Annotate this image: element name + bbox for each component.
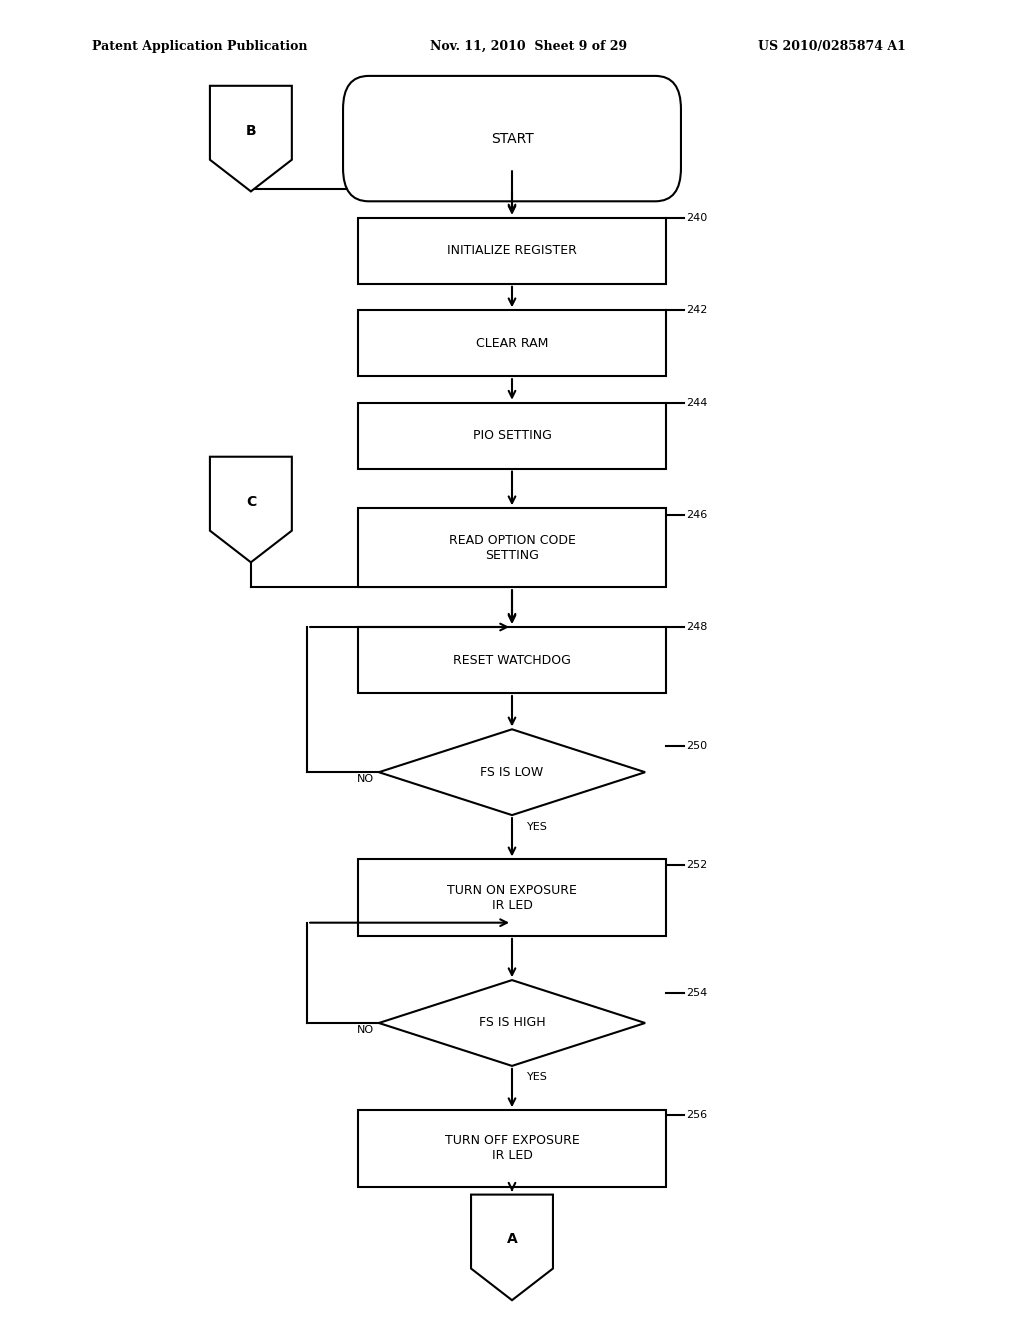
FancyBboxPatch shape — [358, 403, 666, 469]
Text: 246: 246 — [686, 510, 708, 520]
Polygon shape — [210, 86, 292, 191]
Text: READ OPTION CODE
SETTING: READ OPTION CODE SETTING — [449, 533, 575, 562]
Text: TURN OFF EXPOSURE
IR LED: TURN OFF EXPOSURE IR LED — [444, 1134, 580, 1163]
Text: Patent Application Publication: Patent Application Publication — [92, 40, 307, 53]
Text: 254: 254 — [686, 987, 708, 998]
Text: A: A — [507, 1233, 517, 1246]
Polygon shape — [379, 979, 645, 1067]
Text: 256: 256 — [686, 1110, 708, 1121]
Polygon shape — [210, 457, 292, 562]
Text: 244: 244 — [686, 397, 708, 408]
Text: 250: 250 — [686, 741, 708, 751]
Text: B: B — [246, 124, 256, 137]
FancyBboxPatch shape — [358, 508, 666, 587]
FancyBboxPatch shape — [358, 310, 666, 376]
Text: START: START — [490, 132, 534, 145]
FancyBboxPatch shape — [358, 627, 666, 693]
FancyBboxPatch shape — [343, 77, 681, 201]
Polygon shape — [379, 729, 645, 816]
Text: C: C — [246, 495, 256, 508]
Text: FS IS HIGH: FS IS HIGH — [478, 1016, 546, 1030]
Text: 248: 248 — [686, 622, 708, 632]
FancyBboxPatch shape — [358, 1110, 666, 1187]
FancyBboxPatch shape — [358, 218, 666, 284]
Text: 242: 242 — [686, 305, 708, 315]
Polygon shape — [471, 1195, 553, 1300]
Text: FS IS LOW: FS IS LOW — [480, 766, 544, 779]
Text: NO: NO — [356, 1024, 374, 1035]
Text: US 2010/0285874 A1: US 2010/0285874 A1 — [758, 40, 905, 53]
Text: 252: 252 — [686, 859, 708, 870]
Text: TURN ON EXPOSURE
IR LED: TURN ON EXPOSURE IR LED — [447, 883, 577, 912]
Text: RESET WATCHDOG: RESET WATCHDOG — [453, 653, 571, 667]
Text: Fig. 11: Fig. 11 — [475, 77, 549, 95]
Text: 240: 240 — [686, 213, 708, 223]
Text: CLEAR RAM: CLEAR RAM — [476, 337, 548, 350]
Text: Nov. 11, 2010  Sheet 9 of 29: Nov. 11, 2010 Sheet 9 of 29 — [430, 40, 628, 53]
Text: YES: YES — [527, 1072, 548, 1082]
Text: INITIALIZE REGISTER: INITIALIZE REGISTER — [447, 244, 577, 257]
FancyBboxPatch shape — [358, 859, 666, 936]
Text: NO: NO — [356, 774, 374, 784]
Text: PIO SETTING: PIO SETTING — [472, 429, 552, 442]
Text: YES: YES — [527, 821, 548, 832]
